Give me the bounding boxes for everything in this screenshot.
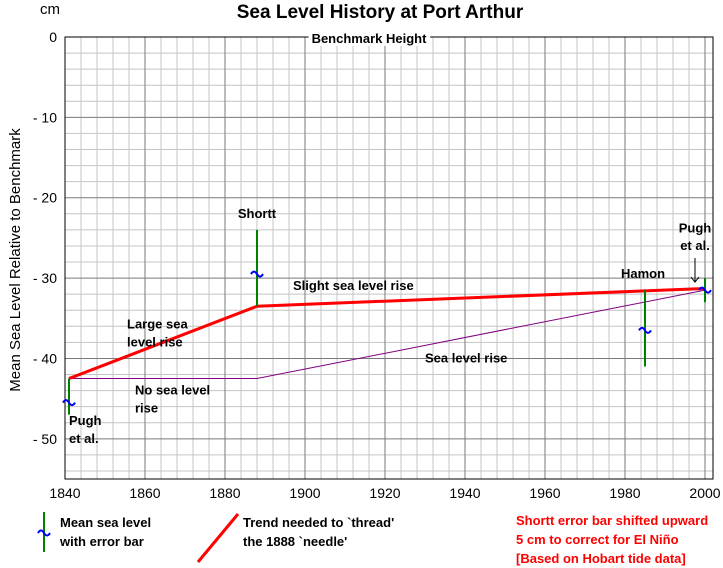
y-tick-label: - 20 [33, 190, 57, 206]
measurements [62, 229, 712, 415]
x-tick-label: 2000 [689, 485, 720, 501]
label-pugh-top-line1: Pugh [679, 220, 712, 235]
y-tick-label: - 40 [33, 350, 57, 366]
mean-mark-shortt [250, 270, 264, 278]
y-tick-label: - 10 [33, 109, 57, 125]
x-tick-labels: 1840 1860 1880 1900 1920 1940 1960 1980 2000 [49, 485, 720, 501]
legend-trend-line1: Trend needed to `thread' [243, 515, 394, 530]
label-pugh-top-line2: et al. [680, 238, 710, 253]
label-shortt: Shortt [238, 206, 277, 221]
y-tick-label: - 30 [33, 270, 57, 286]
legend-trend-line-icon [196, 513, 240, 563]
note-line1: Shortt error bar shifted upward [516, 513, 708, 528]
chart-title: Sea Level History at Port Arthur [237, 2, 524, 23]
benchmark-label-bg [308, 31, 431, 46]
label-pugh-bottom-line1: Pugh [69, 413, 102, 428]
unit-label: cm [40, 1, 60, 18]
mean-mark-hamon [638, 326, 652, 334]
y-tick-label: - 50 [33, 431, 57, 447]
x-tick-label: 1920 [369, 485, 400, 501]
label-slight-rise: Slight sea level rise [293, 278, 414, 293]
x-tick-label: 1960 [529, 485, 560, 501]
legend-measure-line2: with error bar [59, 534, 144, 549]
legend-trend-line2: the 1888 `needle' [243, 534, 347, 549]
x-tick-label: 1880 [209, 485, 240, 501]
y-tick-label: 0 [49, 29, 57, 45]
label-sea-level-rise: Sea level rise [425, 350, 507, 365]
label-no-rise-line1: No sea level [135, 383, 210, 398]
sea-level-line [69, 289, 706, 380]
note-line2: 5 cm to correct for El Niño [516, 532, 679, 547]
x-tick-label: 1900 [289, 485, 320, 501]
x-tick-label: 1840 [49, 485, 80, 501]
label-large-rise-line1: Large sea [127, 317, 188, 332]
legend-measure-line1: Mean sea level [60, 515, 151, 530]
legend-mean-wave-icon [37, 529, 51, 537]
grid-minor [65, 37, 713, 479]
label-pugh-bottom-line2: et al. [69, 431, 99, 446]
pugh-arrow-icon [690, 258, 700, 283]
grid-major [64, 36, 713, 479]
note-line3: [Based on Hobart tide data] [516, 551, 686, 566]
plot-frame [64, 36, 714, 480]
x-tick-label: 1860 [129, 485, 160, 501]
y-axis-label: Mean Sea Level Relative to Benchmark [7, 128, 24, 392]
label-hamon: Hamon [621, 266, 665, 281]
benchmark-label: Benchmark Height [312, 31, 428, 46]
y-tick-labels: 0 - 10 - 20 - 30 - 40 - 50 [33, 29, 57, 447]
legend: Mean sea level with error bar Trend need… [37, 512, 394, 563]
x-tick-label: 1940 [449, 485, 480, 501]
mean-mark-pugh1841 [62, 399, 76, 407]
x-tick-label: 1980 [609, 485, 640, 501]
label-large-rise-line2: level rise [127, 334, 183, 349]
label-no-rise-line2: rise [135, 400, 158, 415]
pugh-arrow-head [690, 276, 700, 283]
mean-mark-pugh2000 [698, 286, 712, 294]
